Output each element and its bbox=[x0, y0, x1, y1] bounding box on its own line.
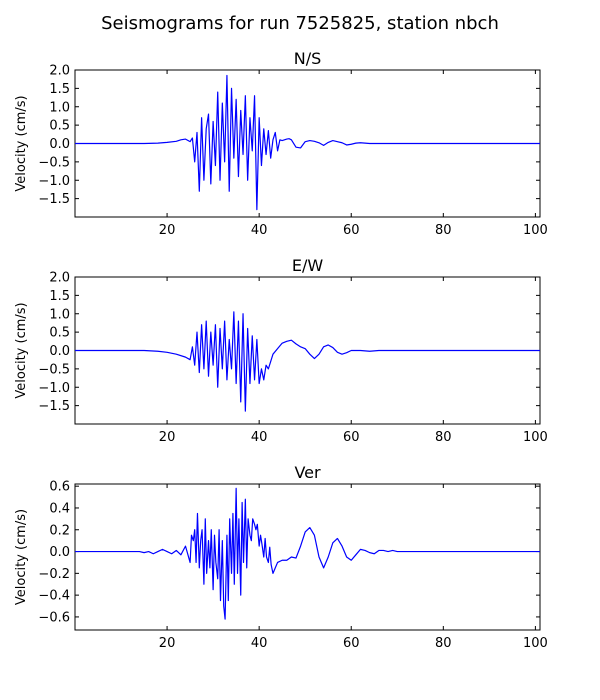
panel-ver-ytick-label: 0.2 bbox=[49, 523, 70, 538]
panel-ew-ytick-label: 1.0 bbox=[49, 307, 70, 322]
panel-ns-xtick-label: 60 bbox=[343, 223, 360, 238]
panel-ver-xtick-label: 80 bbox=[435, 636, 452, 651]
panel-ew-xtick-label: 60 bbox=[343, 430, 360, 445]
panel-ns-xtick-label: 20 bbox=[159, 223, 176, 238]
panel-ver-series-line bbox=[75, 487, 540, 620]
panel-ver-ylabel: Velocity (cm/s) bbox=[14, 509, 29, 605]
panel-ew-series-line bbox=[75, 311, 540, 412]
panel-ew-xtick-label: 20 bbox=[159, 430, 176, 445]
panel-ver-title: Ver bbox=[294, 463, 321, 482]
panel-ns-xtick-label: 80 bbox=[435, 223, 452, 238]
panel-ver-frame bbox=[74, 483, 541, 631]
panel-ns-ytick-label: 0.5 bbox=[49, 119, 70, 134]
panel-ns-ylabel: Velocity (cm/s) bbox=[14, 95, 29, 191]
panel-ver-xtick-label: 20 bbox=[159, 636, 176, 651]
panel-ns-ytick-label: 0.0 bbox=[49, 137, 70, 152]
panel-ew-xtick-label: 40 bbox=[251, 430, 268, 445]
panel-ns-ytick-label: 1.5 bbox=[49, 82, 70, 97]
panel-ew-ytick-label: 0.0 bbox=[49, 344, 70, 359]
panel-ew-xtick-label: 80 bbox=[435, 430, 452, 445]
panel-ew-ytick-label: −1.0 bbox=[38, 381, 70, 396]
panel-ns-xtick-label: 40 bbox=[251, 223, 268, 238]
panels: N/S Velocity (cm/s) 20 40 60 80 100 −1.5 −1.0 −0.… bbox=[14, 49, 548, 651]
panel-ver-ytick-label: −0.4 bbox=[38, 589, 70, 604]
panel-ns-ytick-label: −1.0 bbox=[38, 174, 70, 189]
panel-ns-xtick-label: 100 bbox=[523, 223, 548, 238]
panel-ns: N/S Velocity (cm/s) 20 40 60 80 100 −1.5 −1.0 −0.… bbox=[14, 49, 548, 238]
panel-ew-ytick-label: 2.0 bbox=[49, 271, 70, 286]
panel-ew-title: E/W bbox=[292, 256, 324, 275]
panel-ew-ytick-label: 0.5 bbox=[49, 326, 70, 341]
panel-ew: E/W Velocity (cm/s) 20 40 60 80 100 −1.5 −1.0 −0.… bbox=[14, 256, 548, 445]
panel-ver-ytick-label: −0.2 bbox=[38, 567, 70, 582]
panel-ew-ytick-label: −1.5 bbox=[38, 399, 70, 414]
panel-ver-xtick-label: 40 bbox=[251, 636, 268, 651]
panel-ew-ytick-label: −0.5 bbox=[38, 362, 70, 377]
panel-ver-xtick-label: 60 bbox=[343, 636, 360, 651]
panel-ns-ytick-label: 2.0 bbox=[49, 64, 70, 79]
panel-ver-ytick-label: 0.0 bbox=[49, 545, 70, 560]
panel-ver: Ver Velocity (cm/s) 20 40 60 80 100 −0.6 −0.4 −0.… bbox=[14, 463, 548, 651]
panel-ew-ytick-label: 1.5 bbox=[49, 289, 70, 304]
panel-ver-ytick-label: −0.6 bbox=[38, 610, 70, 625]
panel-ns-ytick-label: −0.5 bbox=[38, 155, 70, 170]
panel-ver-ytick-label: 0.4 bbox=[49, 501, 70, 516]
panel-ns-series-line bbox=[75, 74, 540, 211]
panel-ew-xtick-label: 100 bbox=[523, 430, 548, 445]
panel-ew-ylabel: Velocity (cm/s) bbox=[14, 302, 29, 398]
panel-ns-ytick-label: 1.0 bbox=[49, 100, 70, 115]
panel-ns-ytick-label: −1.5 bbox=[38, 192, 70, 207]
panel-ns-title: N/S bbox=[294, 49, 322, 68]
panel-ver-ytick-label: 0.6 bbox=[49, 480, 70, 495]
figure-title: Seismograms for run 7525825, station nbc… bbox=[101, 13, 499, 34]
panel-ver-xtick-label: 100 bbox=[523, 636, 548, 651]
